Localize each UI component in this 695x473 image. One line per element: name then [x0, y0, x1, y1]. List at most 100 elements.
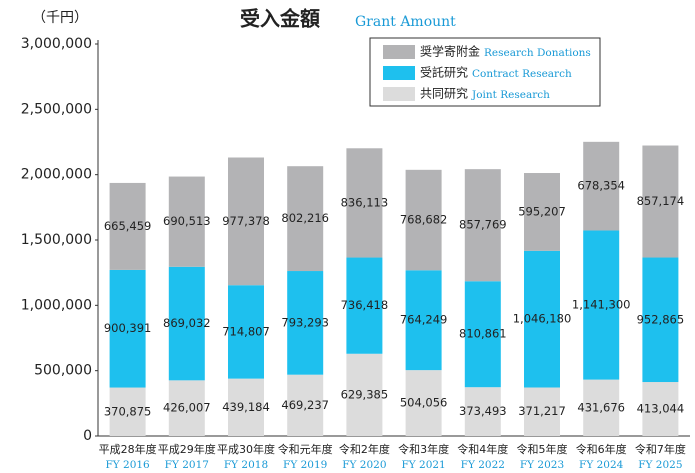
x-tick-label: 平成29年度 — [158, 442, 216, 456]
bar-segment — [464, 169, 501, 282]
bar-segment — [524, 387, 560, 436]
bar-segment — [346, 353, 383, 436]
bar-segment — [109, 182, 146, 270]
bar-segment — [583, 141, 620, 231]
value-label: 1,141,300 — [572, 298, 631, 312]
bar-segment — [642, 257, 679, 383]
x-tick-label-en: FY 2020 — [342, 459, 386, 471]
value-label: 439,184 — [222, 400, 270, 414]
x-tick-label: 令和6年度 — [576, 442, 627, 456]
value-label: 413,044 — [637, 402, 685, 416]
x-tick-label-en: FY 2025 — [638, 459, 682, 471]
value-label: 857,769 — [459, 218, 507, 232]
value-label: 952,865 — [637, 312, 685, 326]
value-label: 836,113 — [341, 195, 389, 209]
x-tick-label-en: FY 2019 — [283, 459, 327, 471]
value-label: 629,385 — [341, 387, 389, 401]
x-tick-label-en: FY 2017 — [165, 459, 209, 471]
legend-swatch — [383, 45, 415, 59]
y-tick-label: 500,000 — [34, 363, 92, 379]
x-tick-label: 令和3年度 — [398, 442, 449, 456]
x-tick-label: 令和2年度 — [339, 442, 390, 456]
value-label: 736,418 — [341, 298, 389, 312]
value-label: 690,513 — [163, 214, 211, 228]
legend-label-en: Contract Research — [472, 68, 572, 80]
bar-segment — [346, 148, 383, 258]
x-tick-label: 令和7年度 — [635, 442, 686, 456]
value-label: 802,216 — [281, 211, 329, 225]
y-tick-label: 2,000,000 — [21, 167, 92, 183]
bar-segment — [109, 269, 146, 388]
bar-segment — [405, 270, 442, 371]
bar-segment — [642, 382, 679, 436]
bar-segment — [464, 281, 501, 388]
legend-swatch — [383, 66, 415, 80]
x-tick-label-en: FY 2018 — [224, 459, 268, 471]
legend-swatch — [383, 87, 415, 101]
y-tick-label: 2,500,000 — [21, 101, 92, 117]
value-label: 373,493 — [459, 404, 507, 418]
value-label: 1,046,180 — [513, 312, 572, 326]
value-label: 977,378 — [222, 214, 270, 228]
bar-segment — [583, 379, 620, 436]
x-tick-label: 令和元年度 — [278, 442, 333, 456]
bar-segment — [524, 173, 560, 251]
x-tick-label: 平成30年度 — [217, 442, 275, 456]
bar-segment — [109, 387, 146, 436]
bar-segment — [405, 169, 442, 271]
bar-segment — [287, 166, 324, 272]
legend-label-en: Research Donations — [484, 47, 591, 59]
value-label: 469,237 — [281, 398, 329, 412]
value-label: 431,676 — [577, 400, 625, 414]
legend-label: 奨学寄附金 — [420, 44, 480, 59]
x-tick-label-en: FY 2021 — [401, 459, 445, 471]
y-tick-label: 1,000,000 — [21, 297, 92, 313]
value-label: 768,682 — [400, 213, 448, 227]
value-label: 764,249 — [400, 313, 448, 327]
x-tick-label: 平成28年度 — [99, 442, 157, 456]
value-label: 595,207 — [518, 204, 566, 218]
chart-title: 受入金額 — [240, 7, 320, 31]
bar-segment — [583, 230, 620, 380]
bar-segment — [168, 380, 205, 436]
x-tick-label: 令和4年度 — [457, 442, 508, 456]
bar-segment — [524, 250, 560, 388]
value-label: 714,807 — [222, 324, 270, 338]
bar-segment — [464, 387, 501, 436]
value-label: 793,293 — [281, 315, 329, 329]
legend-label-en: Joint Research — [471, 89, 550, 101]
bar-segment — [346, 257, 383, 354]
value-label: 810,861 — [459, 327, 507, 341]
value-label: 371,217 — [518, 404, 566, 418]
bar-segment — [405, 370, 442, 436]
x-tick-label-en: FY 2023 — [520, 459, 564, 471]
value-label: 370,875 — [104, 404, 152, 418]
value-label: 665,459 — [104, 219, 152, 233]
value-label: 678,354 — [577, 179, 625, 193]
legend-label: 共同研究 — [420, 86, 468, 101]
y-tick-label: 3,000,000 — [21, 36, 92, 52]
bar-segment — [228, 378, 264, 436]
bar-segment — [168, 266, 205, 381]
x-tick-label: 令和5年度 — [517, 442, 568, 456]
legend-label: 受託研究 — [420, 65, 468, 80]
bar-segment — [287, 374, 324, 436]
unit-label: （千円） — [32, 10, 88, 26]
bar-segment — [228, 157, 264, 286]
bar-segment — [642, 145, 679, 258]
y-tick-label: 1,500,000 — [21, 232, 92, 248]
x-tick-label-en: FY 2024 — [579, 459, 624, 471]
value-label: 426,007 — [163, 401, 211, 415]
bar-segment — [287, 271, 324, 375]
y-tick-label: 0 — [83, 428, 92, 444]
x-tick-label-en: FY 2022 — [461, 459, 505, 471]
value-label: 869,032 — [163, 316, 211, 330]
x-tick-label-en: FY 2016 — [105, 459, 150, 471]
bar-segment — [228, 285, 264, 379]
value-label: 504,056 — [400, 396, 448, 410]
bar-segment — [168, 176, 205, 267]
value-label: 857,174 — [637, 194, 685, 208]
value-label: 900,391 — [104, 321, 152, 335]
chart-subtitle: Grant Amount — [355, 14, 456, 30]
